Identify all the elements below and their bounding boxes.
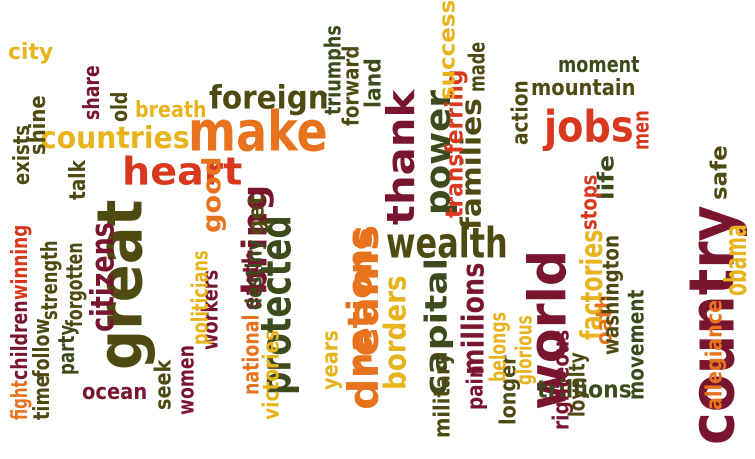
word: get bbox=[242, 194, 270, 235]
word: destiny bbox=[240, 239, 268, 310]
word: allegiance bbox=[700, 299, 728, 410]
word: women bbox=[172, 345, 200, 415]
word: politicians bbox=[186, 250, 214, 345]
word: party bbox=[54, 324, 81, 375]
word: share bbox=[79, 65, 106, 120]
word: children bbox=[7, 300, 34, 380]
word: strength bbox=[37, 240, 64, 320]
word: action bbox=[506, 80, 534, 145]
word: trillions bbox=[537, 374, 632, 404]
word: talk bbox=[65, 160, 92, 200]
word: shine bbox=[25, 95, 52, 155]
word: make bbox=[188, 100, 328, 165]
word: city bbox=[8, 39, 54, 66]
word: borders bbox=[377, 275, 414, 390]
word: winning bbox=[7, 224, 34, 300]
word: breath bbox=[135, 97, 207, 124]
word: wealth bbox=[386, 218, 508, 268]
word: countries bbox=[40, 121, 190, 157]
word: ocean bbox=[82, 379, 148, 406]
word: forgotten bbox=[62, 242, 89, 327]
word: good bbox=[196, 156, 228, 233]
word: men bbox=[627, 110, 655, 150]
word: stops bbox=[575, 174, 603, 230]
word: old bbox=[107, 91, 134, 122]
word: belongs bbox=[484, 312, 512, 382]
word: movement bbox=[622, 289, 650, 400]
word: land bbox=[359, 58, 387, 108]
word: triumphs bbox=[319, 25, 347, 115]
word: follow bbox=[29, 318, 56, 378]
word: made bbox=[463, 41, 491, 92]
word: glorious bbox=[510, 315, 538, 385]
word: military bbox=[428, 352, 456, 438]
word: time bbox=[29, 375, 56, 420]
word: heart bbox=[122, 149, 243, 195]
word: safe bbox=[705, 145, 733, 200]
word: years bbox=[316, 330, 344, 390]
word: jobs bbox=[544, 101, 634, 153]
word: washington bbox=[597, 234, 625, 355]
word: national bbox=[237, 314, 265, 395]
word: loyalty bbox=[563, 352, 591, 417]
word: citizens bbox=[84, 222, 123, 332]
word: foreign bbox=[209, 78, 329, 117]
word: success bbox=[433, 0, 461, 100]
word: thank bbox=[379, 89, 423, 226]
word: fight bbox=[7, 380, 34, 420]
word: nations bbox=[339, 227, 381, 378]
word: seek bbox=[149, 359, 177, 410]
word: pain bbox=[461, 365, 489, 410]
word: mountain bbox=[531, 75, 636, 102]
word: moment bbox=[558, 52, 640, 79]
word: obama bbox=[719, 224, 755, 296]
